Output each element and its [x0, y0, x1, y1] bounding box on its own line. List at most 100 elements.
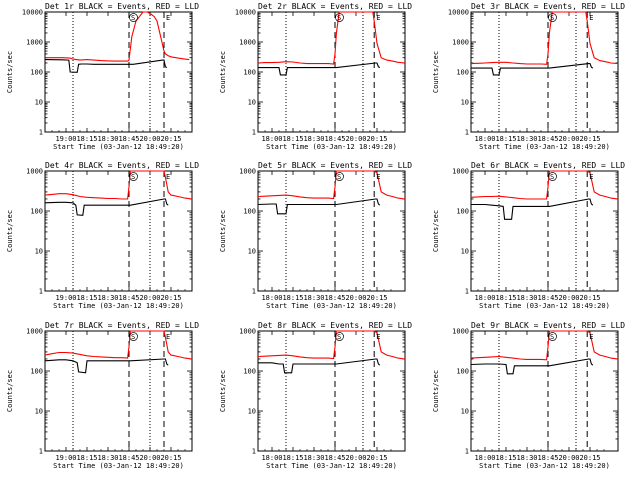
y-tick-label: 100 — [456, 368, 469, 376]
x-tick-label: 18:45 — [537, 135, 558, 143]
y-tick-label: 1 — [39, 129, 43, 137]
x-tick-label: 20:15 — [366, 454, 387, 462]
y-tick-label: 1 — [252, 448, 256, 456]
x-tick-label: 18:45 — [324, 135, 345, 143]
detector-panel-5: Det 5r BLACK = Events, RED = LLD 1 10 100 10… — [219, 161, 412, 310]
x-tick-label: 18:15 — [282, 454, 303, 462]
x-tick-label: 20:15 — [160, 454, 181, 462]
start-marker-circle — [129, 332, 138, 341]
panel-title: Det 5r BLACK = Events, RED = LLD — [258, 161, 412, 170]
x-tick-label: 20:00 — [139, 454, 160, 462]
end-marker-label: E — [376, 333, 380, 341]
x-tick-label: 19:00 — [55, 135, 76, 143]
panel-title: Det 8r BLACK = Events, RED = LLD — [258, 321, 412, 330]
lld-series-line — [257, 170, 406, 200]
y-tick-label: 100 — [30, 368, 43, 376]
y-tick-label: 1 — [39, 288, 43, 296]
events-series-line — [471, 63, 594, 76]
end-marker-label: E — [376, 14, 380, 22]
x-axis-title: Start Time (03-Jan-12 18:49:20) — [479, 143, 610, 151]
x-axis-title: Start Time (03-Jan-12 18:49:20) — [53, 143, 184, 151]
x-tick-label: 18:15 — [76, 135, 97, 143]
y-tick-label: 10 — [35, 248, 43, 256]
panel-title: Det 6r BLACK = Events, RED = LLD — [471, 161, 625, 170]
panel-title: Det 3r BLACK = Events, RED = LLD — [471, 2, 625, 11]
y-tick-label: 100 — [30, 208, 43, 216]
end-marker-label: E — [166, 173, 170, 181]
events-series-line — [44, 358, 169, 374]
x-tick-label: 18:45 — [537, 294, 558, 302]
y-axis-title: Counts/sec — [432, 210, 440, 252]
plot-frame — [44, 330, 193, 452]
end-marker-label: E — [376, 173, 380, 181]
x-tick-label: 20:00 — [345, 135, 366, 143]
plot-frame — [257, 170, 406, 292]
x-tick-label: 18:00 — [474, 294, 495, 302]
start-marker-label: S — [550, 14, 554, 22]
y-tick-label: 1 — [465, 448, 469, 456]
x-tick-label: 18:45 — [324, 454, 345, 462]
end-marker-label: E — [589, 173, 593, 181]
lld-series-line — [44, 330, 193, 360]
y-tick-label: 100 — [243, 208, 256, 216]
x-tick-label: 20:15 — [579, 135, 600, 143]
x-tick-label: 20:15 — [366, 135, 387, 143]
start-marker-label: S — [131, 14, 135, 22]
y-tick-label: 100 — [456, 69, 469, 77]
detector-panel-4: Det 4r BLACK = Events, RED = LLD 1 10 100 10… — [6, 161, 199, 310]
x-axis-title: Start Time (03-Jan-12 18:49:20) — [266, 143, 397, 151]
y-axis-title: Counts/sec — [219, 51, 227, 93]
events-series-line — [257, 198, 381, 215]
start-marker-circle — [335, 172, 344, 181]
y-tick-label: 1000 — [26, 39, 43, 47]
y-axis-title: Counts/sec — [219, 370, 227, 412]
plot-frame — [470, 170, 619, 292]
y-tick-label: 1000 — [452, 328, 469, 336]
x-tick-label: 20:00 — [345, 454, 366, 462]
y-axis-title: Counts/sec — [6, 51, 14, 93]
x-tick-label: 18:30 — [303, 294, 324, 302]
y-tick-label: 10000 — [22, 9, 43, 17]
start-marker-label: S — [550, 173, 554, 181]
start-marker-circle — [335, 13, 344, 22]
y-axis-title: Counts/sec — [219, 210, 227, 252]
x-axis-title: Start Time (03-Jan-12 18:49:20) — [266, 462, 397, 470]
events-series-line — [258, 62, 381, 76]
y-tick-label: 1 — [465, 129, 469, 137]
y-tick-label: 10 — [461, 248, 469, 256]
x-tick-label: 18:45 — [118, 294, 139, 302]
panel-title: Det 4r BLACK = Events, RED = LLD — [45, 161, 199, 170]
x-tick-label: 18:15 — [76, 294, 97, 302]
y-tick-label: 10000 — [235, 9, 256, 17]
x-tick-label: 18:00 — [261, 294, 282, 302]
end-marker-label: E — [166, 333, 170, 341]
x-tick-label: 18:15 — [495, 135, 516, 143]
start-marker-circle — [129, 172, 138, 181]
plot-frame — [44, 11, 193, 133]
start-marker-label: S — [337, 333, 341, 341]
events-series-line — [44, 59, 168, 73]
y-tick-label: 10 — [461, 99, 469, 107]
lld-series-line — [470, 170, 619, 200]
y-tick-label: 10 — [248, 248, 256, 256]
lld-series-line — [470, 11, 619, 65]
y-tick-label: 1000 — [452, 168, 469, 176]
x-tick-label: 18:00 — [261, 135, 282, 143]
start-marker-circle — [335, 332, 344, 341]
start-marker-label: S — [131, 173, 135, 181]
x-tick-label: 18:00 — [261, 454, 282, 462]
panel-title: Det 7r BLACK = Events, RED = LLD — [45, 321, 199, 330]
y-tick-label: 10 — [35, 99, 43, 107]
y-tick-label: 1000 — [452, 39, 469, 47]
x-tick-label: 18:15 — [282, 135, 303, 143]
start-marker-label: S — [337, 173, 341, 181]
events-series-line — [258, 358, 381, 374]
y-tick-label: 100 — [456, 208, 469, 216]
y-tick-label: 1 — [252, 288, 256, 296]
start-marker-circle — [129, 13, 138, 22]
detector-panel-6: Det 6r BLACK = Events, RED = LLD 1 10 100 10… — [432, 161, 625, 310]
y-tick-label: 1000 — [239, 168, 256, 176]
start-marker-label: S — [337, 14, 341, 22]
detector-panel-8: Det 8r BLACK = Events, RED = LLD 1 10 100 10… — [219, 321, 412, 470]
